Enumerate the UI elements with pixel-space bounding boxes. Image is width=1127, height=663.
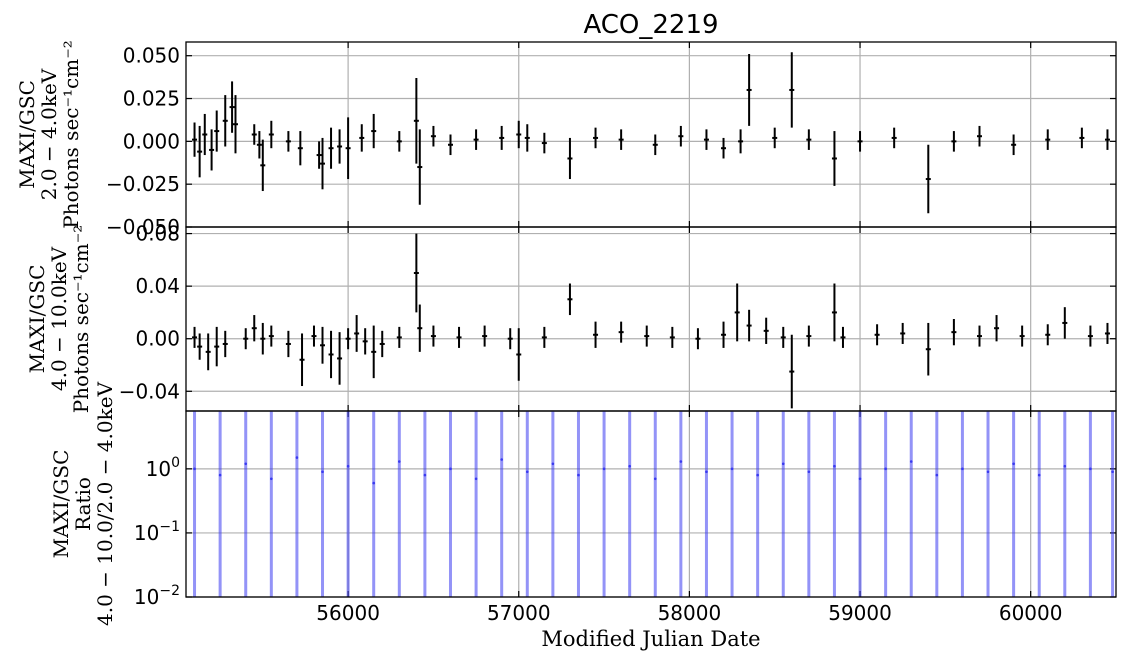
ratio-point: [730, 467, 734, 471]
ratio-point: [1089, 467, 1092, 471]
ratio-point: [218, 473, 222, 477]
y-axis-label: MAXI/GSCRatio4.0 − 10.0/2.0 − 4.0keV: [49, 381, 117, 626]
ratio-point: [474, 477, 478, 481]
ratio-point: [833, 464, 836, 468]
y-tick-label: 10−1: [134, 519, 180, 545]
ratio-point: [423, 473, 427, 477]
ratio-point: [372, 481, 376, 485]
x-tick-label: 56000: [316, 601, 380, 625]
ratio-point: [705, 470, 708, 474]
ratio-point: [935, 473, 939, 477]
panel-ratio: 10−2 10−1 100 56000 57000 58000 59000 60000 MAXI…: [49, 381, 1117, 626]
panel-frame: [185, 410, 1117, 598]
chart-title: ACO_2219: [583, 10, 718, 40]
ratio-point: [781, 462, 785, 466]
series-soft: [192, 52, 1110, 214]
ratio-point: [1012, 462, 1015, 466]
panel-hard-band: −0.04 0.00 0.04 0.08 MAXI/GSC4.0 − 10.0keVPh…: [25, 222, 1117, 414]
ratio-point: [1063, 464, 1067, 468]
ratio-point: [295, 456, 299, 459]
y-tick-label: −0.050: [106, 215, 180, 239]
ratio-point: [551, 462, 555, 466]
y-tick-label: 0.04: [135, 274, 180, 298]
ratio-point: [1111, 470, 1114, 474]
ratio-point: [1037, 473, 1041, 477]
ratio-point: [346, 464, 350, 468]
y-tick-label: 0.00: [135, 327, 180, 351]
y-tick-label: 100: [146, 455, 180, 481]
panel-frame: [185, 226, 1117, 412]
ratio-point: [193, 467, 196, 471]
y-axis-label: MAXI/GSC4.0 − 10.0keVPhotons sec⁻¹cm⁻²: [25, 225, 93, 414]
y-tick-label: 0.050: [123, 44, 180, 68]
x-tick-label: 59000: [828, 601, 892, 625]
ratio-point: [449, 467, 452, 471]
y-tick-label: 0.025: [123, 87, 180, 111]
ratio-point: [525, 470, 529, 474]
ratio-point: [577, 473, 580, 477]
ratio-point: [807, 470, 811, 474]
panel-frame: [185, 41, 1117, 228]
ratio-point: [679, 460, 683, 463]
ratio-point: [909, 460, 913, 463]
series-hard: [192, 233, 1110, 409]
y-tick-label: 10−2: [134, 583, 180, 609]
y-tick-label: −0.025: [106, 172, 180, 196]
ratio-point: [653, 477, 657, 481]
y-tick-label: 0.08: [135, 222, 180, 246]
ratio-point: [321, 470, 324, 474]
ratio-point: [628, 464, 631, 468]
y-tick-label: 0.000: [123, 129, 180, 153]
ratio-point: [244, 462, 248, 466]
ratio-point: [858, 477, 862, 481]
y-axis-label: MAXI/GSC2.0 − 4.0keVPhotons sec⁻¹cm⁻²: [15, 40, 83, 229]
panel-soft-band: −0.050 −0.025 0.000 0.025 0.050 MAXI/GSC2.0 −…: [15, 40, 1117, 239]
ratio-point: [500, 458, 503, 461]
ratio-point: [602, 467, 606, 471]
ratio-point: [986, 470, 990, 474]
series-ratio: [193, 411, 1115, 597]
x-tick-label: 57000: [487, 601, 551, 625]
ratio-point: [270, 477, 273, 481]
x-tick-label: 58000: [658, 601, 722, 625]
ratio-point: [398, 460, 401, 463]
ratio-point: [884, 467, 887, 471]
x-tick-label: 60000: [999, 601, 1063, 625]
ratio-point: [756, 473, 759, 477]
y-tick-label: −0.04: [119, 379, 180, 403]
ratio-point: [961, 467, 964, 471]
x-axis-label: Modified Julian Date: [541, 627, 760, 651]
